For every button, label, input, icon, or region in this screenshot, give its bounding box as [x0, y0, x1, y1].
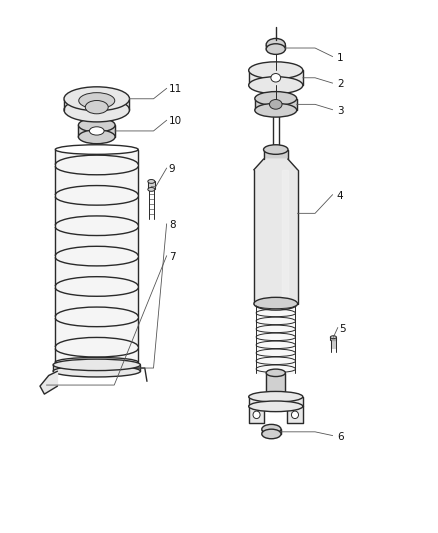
Polygon shape	[256, 357, 295, 365]
Polygon shape	[330, 337, 336, 340]
Ellipse shape	[269, 100, 282, 109]
Ellipse shape	[89, 127, 104, 135]
Ellipse shape	[148, 180, 155, 183]
Ellipse shape	[78, 130, 115, 144]
Polygon shape	[283, 169, 288, 304]
Polygon shape	[256, 365, 295, 373]
Polygon shape	[254, 169, 297, 304]
Ellipse shape	[330, 336, 336, 338]
Polygon shape	[255, 99, 297, 110]
Ellipse shape	[53, 359, 141, 370]
Text: 10: 10	[169, 116, 182, 126]
Ellipse shape	[266, 44, 286, 54]
Polygon shape	[64, 99, 130, 110]
Ellipse shape	[249, 391, 303, 402]
Polygon shape	[256, 349, 295, 357]
Ellipse shape	[262, 424, 281, 434]
Ellipse shape	[64, 98, 130, 122]
Ellipse shape	[55, 358, 138, 367]
Ellipse shape	[148, 188, 155, 191]
Text: 2: 2	[337, 79, 343, 89]
Polygon shape	[252, 301, 300, 375]
Ellipse shape	[253, 411, 260, 418]
Ellipse shape	[249, 62, 303, 79]
Ellipse shape	[271, 74, 281, 82]
Polygon shape	[249, 397, 303, 406]
Ellipse shape	[255, 92, 297, 106]
Ellipse shape	[53, 366, 141, 377]
Polygon shape	[266, 45, 286, 49]
Ellipse shape	[55, 145, 138, 155]
Polygon shape	[256, 325, 295, 333]
Polygon shape	[55, 150, 138, 362]
Polygon shape	[256, 333, 295, 341]
Ellipse shape	[266, 369, 286, 376]
Polygon shape	[256, 301, 295, 309]
Polygon shape	[249, 70, 303, 85]
Text: 7: 7	[169, 252, 175, 262]
Polygon shape	[40, 371, 57, 394]
Polygon shape	[266, 373, 286, 391]
Text: 3: 3	[337, 106, 343, 116]
Text: 1: 1	[337, 53, 343, 62]
Ellipse shape	[266, 38, 286, 51]
Polygon shape	[256, 341, 295, 349]
Ellipse shape	[64, 87, 130, 111]
Ellipse shape	[255, 103, 297, 117]
Polygon shape	[148, 181, 155, 189]
Polygon shape	[287, 406, 303, 423]
Text: 6: 6	[337, 432, 343, 442]
Text: 9: 9	[169, 164, 175, 174]
Polygon shape	[53, 365, 141, 371]
Text: 8: 8	[169, 220, 175, 230]
Polygon shape	[256, 317, 295, 325]
Ellipse shape	[79, 93, 115, 109]
Polygon shape	[256, 309, 295, 317]
Ellipse shape	[249, 77, 303, 94]
Ellipse shape	[291, 411, 299, 418]
Polygon shape	[78, 125, 115, 137]
Polygon shape	[264, 150, 288, 159]
Polygon shape	[262, 429, 281, 434]
Polygon shape	[254, 159, 297, 169]
Text: 11: 11	[169, 84, 182, 94]
Ellipse shape	[78, 118, 115, 132]
Text: 5: 5	[339, 324, 346, 334]
Ellipse shape	[254, 297, 297, 310]
Ellipse shape	[262, 429, 281, 439]
Ellipse shape	[85, 101, 108, 114]
Polygon shape	[249, 406, 265, 423]
Ellipse shape	[264, 145, 288, 155]
Ellipse shape	[249, 401, 303, 411]
Text: 4: 4	[337, 191, 343, 201]
